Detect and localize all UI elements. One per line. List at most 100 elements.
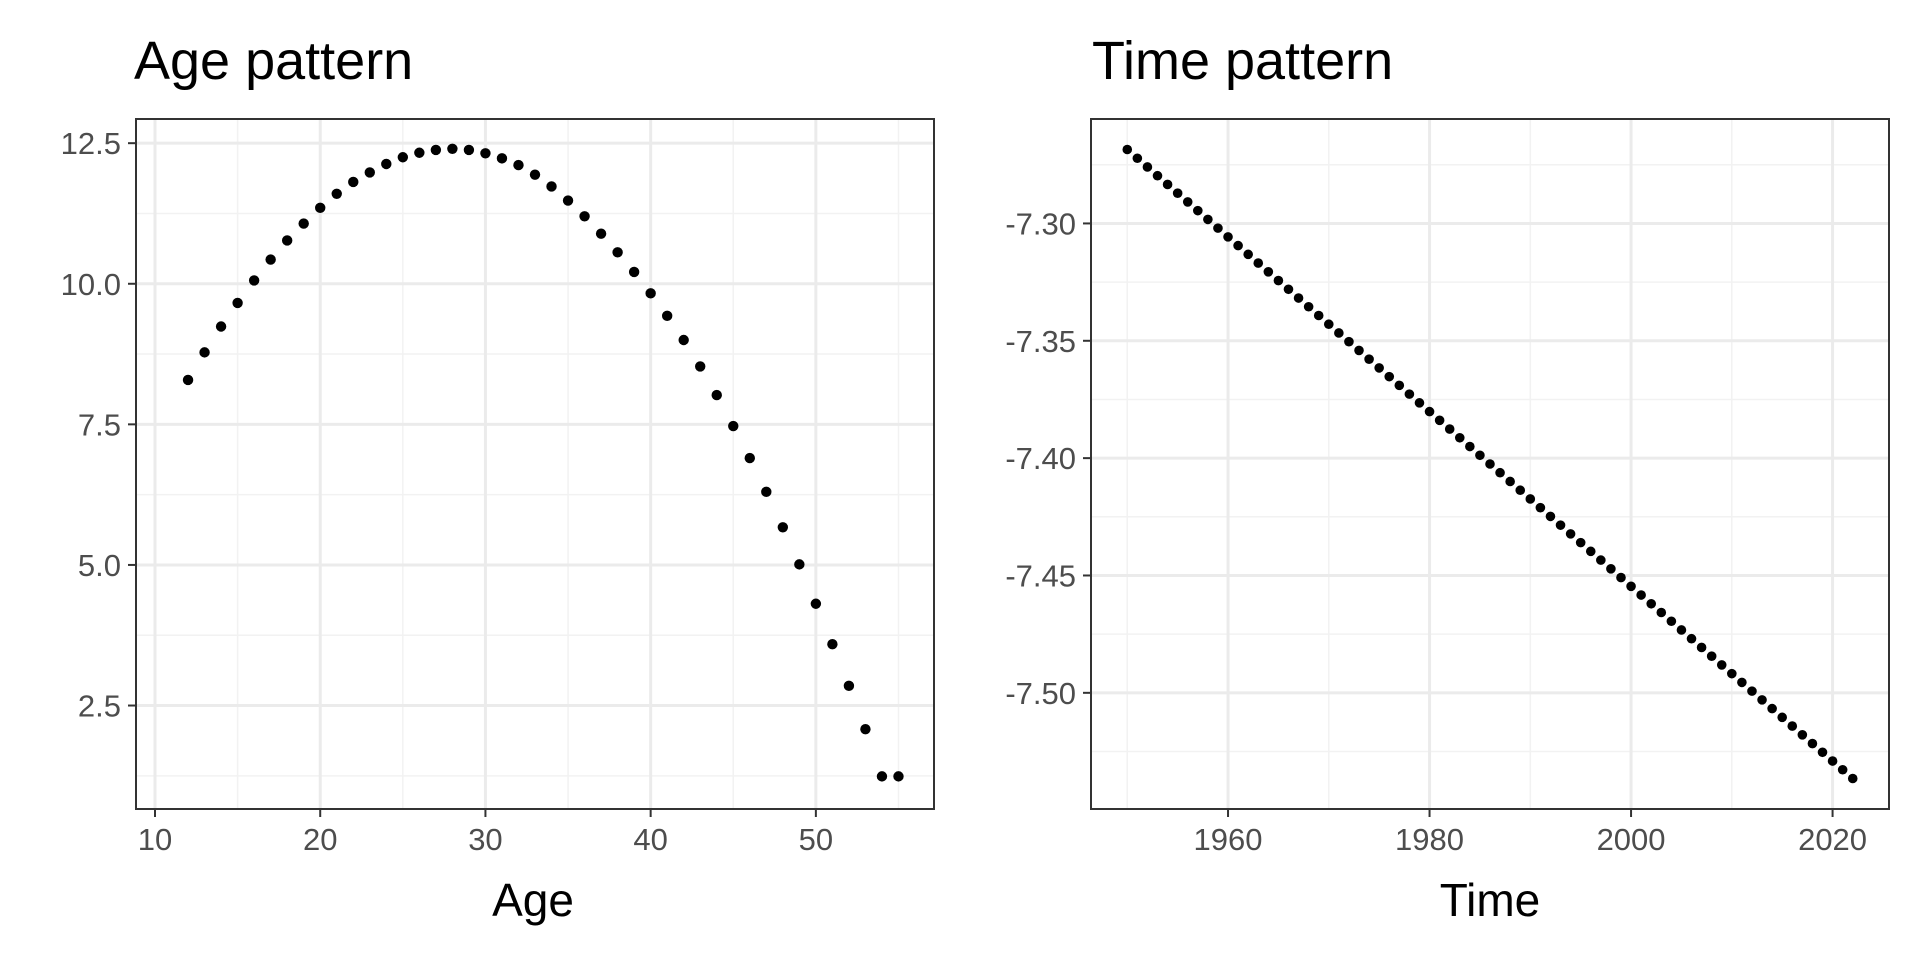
data-point [1444, 424, 1455, 434]
data-point [612, 247, 623, 258]
x-tick-label: 30 [468, 822, 502, 857]
data-point [595, 228, 607, 239]
data-point [215, 321, 227, 332]
data-point [1213, 223, 1223, 233]
data-point [1303, 301, 1314, 312]
y-tick-label: -7.50 [1005, 676, 1076, 711]
data-point [1263, 267, 1274, 277]
data-point [645, 288, 656, 299]
data-point [1243, 249, 1253, 260]
x-tick-label: 2000 [1597, 822, 1666, 857]
y-tick-label: -7.35 [1005, 324, 1076, 359]
data-point [1817, 747, 1828, 758]
age-pattern-plot-frame [135, 118, 935, 810]
data-point [529, 169, 541, 180]
data-point [281, 235, 293, 246]
data-point [1122, 144, 1133, 155]
age-pattern-axis-ticks: 10 20 30 40 50 2.5 5.0 7.5 10.0 12.5 [61, 126, 833, 857]
data-point [876, 771, 888, 782]
data-point [331, 188, 342, 199]
age-pattern-panel: Age pattern 10 20 30 40 502.55.07.510.012.5 … [61, 31, 935, 926]
data-point [1737, 677, 1747, 688]
data-point [248, 275, 260, 286]
data-point [1757, 695, 1767, 705]
data-point [1475, 450, 1485, 461]
y-tick-label: -7.40 [1005, 441, 1076, 476]
data-point [661, 310, 673, 322]
time-pattern-axis-ticks: 1960 1980 2000 2020 -7.30 -7.35 -7.40 -7.45 -7.5… [1005, 206, 1867, 857]
data-point [1404, 389, 1415, 399]
data-point [364, 167, 375, 178]
data-point [463, 144, 475, 156]
y-tick-label: 12.5 [61, 126, 121, 161]
x-tick-label: 20 [303, 822, 337, 857]
data-point [430, 144, 442, 156]
x-tick-label: 2020 [1798, 822, 1867, 857]
data-point [265, 254, 276, 265]
data-point [1384, 371, 1395, 382]
data-point [1193, 205, 1203, 216]
data-point [1253, 258, 1264, 268]
data-point [496, 153, 508, 164]
data-point [381, 158, 392, 170]
time-pattern-title: Time pattern [1092, 31, 1393, 91]
data-point [1364, 354, 1374, 364]
data-point [711, 389, 722, 401]
data-point [447, 143, 458, 155]
data-point [1686, 633, 1697, 644]
y-tick-label: -7.45 [1005, 558, 1076, 593]
time-x-axis-title: Time [1440, 874, 1541, 926]
data-point [1716, 660, 1727, 670]
data-point [1676, 625, 1687, 635]
data-point [827, 639, 838, 650]
data-point [1626, 581, 1636, 592]
data-point [695, 361, 706, 372]
data-point [1656, 607, 1667, 618]
data-point [1334, 328, 1344, 338]
data-point [1666, 616, 1677, 627]
data-point [1535, 502, 1546, 513]
data-point [1132, 153, 1143, 164]
time-pattern-panel: Time pattern 1960 1980 2000 2020 -7.30 -7.35 -… [1005, 31, 1890, 926]
data-point [794, 559, 805, 570]
data-point [397, 152, 409, 163]
data-point [1142, 162, 1153, 172]
data-point [1233, 240, 1243, 251]
age-x-axis-title: Age [492, 874, 574, 926]
data-point [1152, 170, 1163, 181]
data-point [810, 598, 822, 609]
x-tick-label: 1960 [1194, 822, 1263, 857]
data-point [232, 297, 243, 309]
data-point [1837, 764, 1848, 775]
data-point [579, 211, 590, 222]
data-point [1575, 537, 1586, 548]
data-point [1616, 572, 1626, 583]
data-point [562, 195, 574, 206]
y-tick-label: 10.0 [61, 267, 121, 302]
data-point [1565, 529, 1576, 539]
age-pattern-points [182, 143, 904, 782]
data-point [199, 347, 210, 358]
data-point [1172, 188, 1183, 198]
x-tick-label: 50 [799, 822, 833, 857]
data-point [1414, 398, 1425, 408]
data-point [1787, 721, 1798, 731]
data-point [1283, 284, 1294, 295]
data-point [777, 522, 789, 533]
data-point [1797, 730, 1808, 740]
data-point [1313, 310, 1324, 321]
data-point [1747, 686, 1757, 696]
data-point [860, 723, 871, 735]
data-point [1636, 590, 1646, 600]
plot-background [136, 119, 934, 809]
data-point [628, 266, 640, 278]
data-point [728, 420, 739, 432]
y-tick-label: -7.30 [1005, 206, 1076, 241]
y-tick-label: 2.5 [78, 689, 121, 724]
data-point [1182, 197, 1193, 207]
data-point [513, 159, 524, 171]
x-tick-label: 40 [633, 822, 667, 857]
x-tick-label: 1980 [1395, 822, 1464, 857]
data-point [1545, 511, 1556, 522]
data-point [1434, 415, 1445, 426]
